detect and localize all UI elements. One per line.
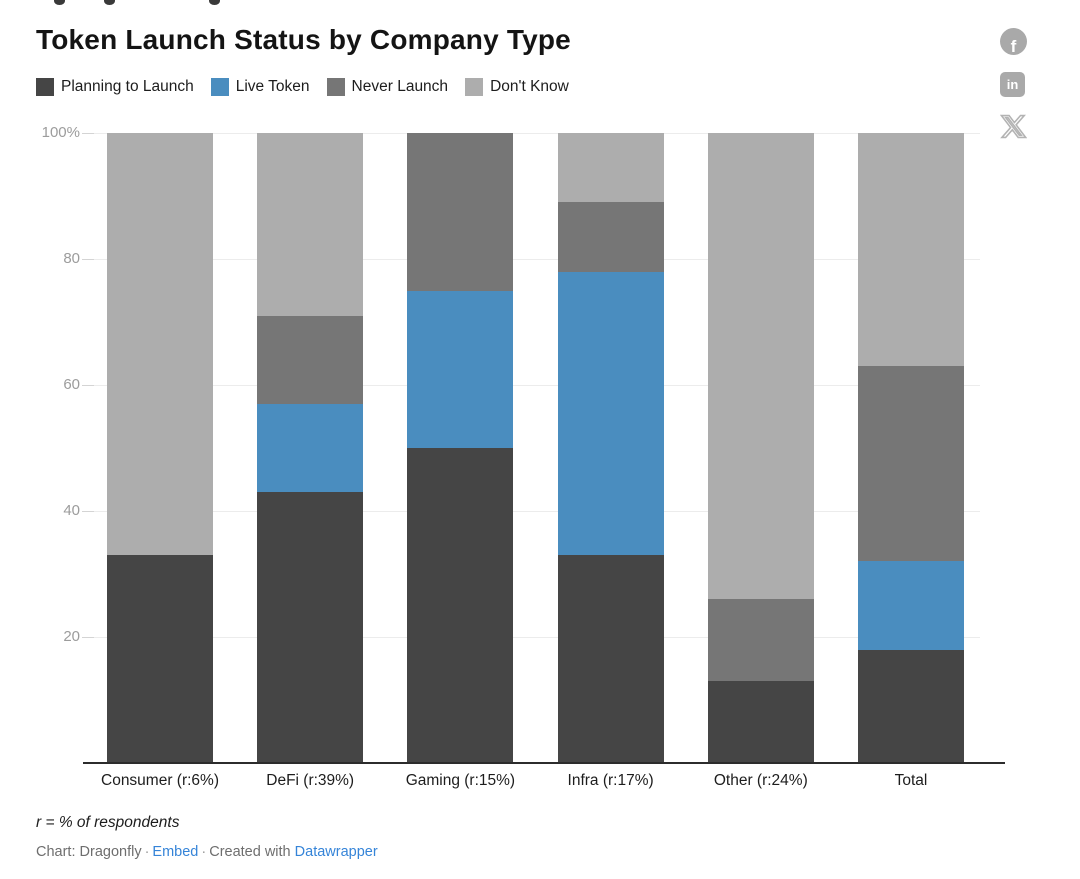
x-category-label: Gaming (r:15%) xyxy=(405,772,516,789)
legend-swatch-planning xyxy=(36,78,54,96)
legend-item-dontknow: Don't Know xyxy=(465,78,569,96)
legend-item-planning: Planning to Launch xyxy=(36,78,194,96)
bar-segment xyxy=(407,448,514,763)
y-tick-mark xyxy=(82,637,94,638)
y-tick-label: 80 xyxy=(63,250,80,268)
legend-label-never: Never Launch xyxy=(351,78,449,95)
footnote: r = % of respondents xyxy=(36,814,180,831)
legend-swatch-live xyxy=(210,78,229,96)
y-tick-label: 40 xyxy=(63,502,80,520)
bar-segment xyxy=(407,290,514,448)
bar-segment xyxy=(707,681,814,763)
gridline xyxy=(90,511,980,512)
bar-segment xyxy=(858,561,964,650)
credit-line: Chart: Dragonfly · Embed · Created with Data… xyxy=(36,844,378,860)
datawrapper-link[interactable]: Datawrapper xyxy=(294,844,378,860)
cropped-text-fragment xyxy=(0,0,1080,7)
x-category-label: Consumer (r:6%) xyxy=(101,772,219,789)
linkedin-share-button[interactable]: in xyxy=(1000,72,1025,97)
y-tick-mark xyxy=(82,133,94,134)
bar-segment xyxy=(257,315,364,404)
legend-label-dontknow: Don't Know xyxy=(490,78,569,95)
bar-segment xyxy=(107,133,213,556)
bar-segment xyxy=(257,492,364,763)
x-category-label: DeFi (r:39%) xyxy=(266,772,355,789)
bar-segment xyxy=(557,202,664,272)
x-share-button[interactable] xyxy=(999,113,1028,145)
bar-segment xyxy=(858,366,964,562)
bar-segment xyxy=(407,133,514,291)
bar-total xyxy=(858,133,964,763)
legend-label-live: Live Token xyxy=(235,78,310,95)
bar-segment xyxy=(707,133,814,600)
y-tick-label: 20 xyxy=(63,628,80,646)
x-icon xyxy=(999,114,1028,139)
bar-gaming xyxy=(407,133,514,763)
x-category-label: Total xyxy=(894,772,928,789)
bar-defi xyxy=(257,133,364,763)
y-tick-mark xyxy=(82,259,94,260)
bar-infra xyxy=(557,133,664,763)
facebook-share-button[interactable]: f xyxy=(1000,28,1027,55)
y-tick-label: 100% xyxy=(41,124,80,142)
credit-created-with: Created with xyxy=(209,844,291,860)
bar-segment xyxy=(557,271,664,556)
bar-segment xyxy=(257,403,364,493)
legend-item-live: Live Token xyxy=(210,78,310,96)
x-category-label: Infra (r:17%) xyxy=(567,772,654,789)
x-axis-line xyxy=(83,762,1005,764)
bar-segment xyxy=(707,599,814,682)
legend: Planning to Launch Live Token Never Laun… xyxy=(36,78,586,96)
credit-source: Chart: Dragonfly xyxy=(36,844,142,860)
embed-link[interactable]: Embed xyxy=(152,844,199,860)
legend-swatch-dontknow xyxy=(465,78,484,96)
bar-segment xyxy=(557,555,664,763)
legend-item-never: Never Launch xyxy=(326,78,449,96)
bar-segment xyxy=(557,133,664,203)
x-category-label: Other (r:24%) xyxy=(713,772,808,789)
credit-separator-2: · xyxy=(201,844,207,860)
legend-label-planning: Planning to Launch xyxy=(61,78,194,95)
credit-separator-1: · xyxy=(144,844,150,860)
gridline xyxy=(90,133,980,134)
gridline xyxy=(90,637,980,638)
bar-other xyxy=(707,133,814,763)
gridline xyxy=(90,385,980,386)
y-tick-label: 60 xyxy=(63,376,80,394)
bar-consumer xyxy=(107,133,213,763)
chart-title: Token Launch Status by Company Type xyxy=(36,24,571,55)
bar-segment xyxy=(107,555,213,763)
plot-area: 100% 80 60 40 20 Consumer (r:6%) DeFi (r:39%) G… xyxy=(42,124,1005,789)
linkedin-icon: in xyxy=(1000,72,1025,97)
legend-swatch-never xyxy=(326,78,345,96)
bar-segment xyxy=(858,133,964,367)
gridline xyxy=(90,259,980,260)
bar-segment xyxy=(858,649,964,763)
bar-segment xyxy=(257,133,364,316)
y-tick-mark xyxy=(82,511,94,512)
y-tick-mark xyxy=(82,385,94,386)
facebook-icon: f xyxy=(1000,28,1027,55)
